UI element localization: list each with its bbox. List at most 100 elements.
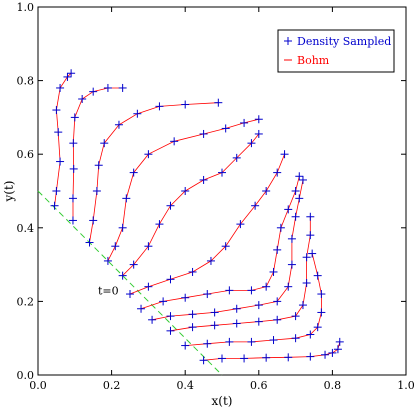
density-sample-point (56, 157, 65, 166)
density-sample-point (236, 220, 245, 229)
x-tick-label: 0.8 (324, 379, 342, 392)
density-sample-point (85, 238, 94, 247)
density-sample-point (166, 201, 175, 210)
x-tick-label: 0.6 (250, 379, 268, 392)
density-sample-point (199, 129, 208, 138)
density-sample-point (214, 98, 223, 107)
x-tick-label: 0.2 (103, 379, 121, 392)
density-sample-point (317, 308, 326, 317)
density-sample-point (159, 297, 168, 306)
bohm-trajectory-1 (54, 72, 72, 206)
density-sample-point (273, 168, 282, 177)
density-sample-point (280, 150, 289, 159)
density-sample-point (199, 356, 208, 365)
density-sample-point (118, 83, 127, 92)
density-sample-point (302, 253, 311, 262)
density-sample-point (92, 187, 101, 195)
legend-label-bohm: Bohm (297, 54, 330, 67)
density-sample-point (251, 201, 260, 210)
density-sample-point (148, 315, 157, 324)
x-axis-label: x(t) (212, 394, 233, 408)
legend-box (277, 29, 395, 73)
density-sample-point (181, 187, 190, 195)
density-sample-point (306, 352, 315, 361)
density-sample-point (225, 337, 234, 346)
density-sample-point (240, 118, 249, 127)
legend-label-density: Density Sampled (297, 35, 391, 48)
density-sample-point (240, 354, 249, 363)
density-sample-point (284, 353, 293, 362)
x-tick-label: 0.0 (29, 379, 47, 392)
density-sample-point (247, 286, 256, 295)
density-sample-point (170, 137, 179, 146)
y-tick-label: 1.0 (17, 1, 35, 14)
y-tick-label: 0.2 (17, 295, 35, 308)
density-sample-point (225, 286, 234, 295)
density-sample-point (273, 315, 282, 324)
density-sample-point (313, 323, 322, 332)
density-sample-point (68, 194, 77, 203)
y-axis-label: y(t) (2, 181, 16, 203)
density-sample-point (221, 124, 230, 133)
density-sample-point (306, 231, 315, 240)
y-tick-label: 0.8 (17, 75, 35, 88)
density-sample-point (203, 290, 212, 299)
density-sample-point (100, 139, 109, 148)
bohm-trajectory-11 (203, 341, 341, 361)
density-sample-point (284, 205, 293, 214)
density-sample-point (155, 102, 164, 111)
density-sample-point (181, 100, 190, 109)
density-sample-point (298, 301, 307, 310)
density-sample-point (298, 175, 307, 184)
density-sample-point (69, 139, 78, 148)
density-sample-point (69, 164, 78, 173)
x-tick-label: 1.0 (397, 379, 415, 392)
density-sample-point (181, 341, 190, 350)
legend-marker-density (284, 37, 292, 45)
density-sample-point (313, 271, 322, 280)
density-sample-point (262, 187, 271, 195)
density-sample-point (254, 129, 263, 138)
density-sample-point (89, 87, 98, 96)
density-sample-point (210, 308, 219, 317)
density-sample-point (210, 321, 219, 330)
density-sample-point (291, 212, 300, 221)
density-sample-point (254, 317, 263, 326)
density-sample-point (333, 345, 342, 354)
density-sample-point (262, 353, 271, 362)
density-sample-point (137, 304, 146, 313)
y-tick-label: 0.4 (17, 222, 35, 235)
density-sample-point (63, 72, 72, 81)
density-sample-point (52, 187, 61, 195)
density-sample-point (232, 304, 241, 313)
initial-condition-line (37, 190, 223, 376)
density-sample-point (328, 348, 337, 357)
density-sample-point (199, 175, 208, 184)
density-sample-point (306, 330, 315, 339)
density-sample-point (144, 242, 153, 251)
density-sample-point (144, 282, 153, 291)
density-sample-point (166, 326, 175, 335)
density-sample-point (188, 267, 197, 276)
density-sample-point (276, 223, 285, 232)
density-sample-point (78, 95, 87, 103)
markers-group (50, 69, 344, 365)
density-sample-point (291, 312, 300, 321)
density-sample-point (67, 69, 76, 78)
annotation-t0: t=0 (98, 284, 119, 297)
density-sample-point (155, 220, 164, 229)
density-sample-point (335, 337, 344, 346)
x-tick-label: 0.4 (176, 379, 194, 392)
density-sample-point (89, 216, 98, 225)
density-sample-point (111, 242, 120, 251)
density-sample-point (218, 168, 226, 177)
density-sample-point (306, 212, 315, 221)
density-sample-point (247, 337, 256, 346)
density-sample-point (295, 194, 304, 203)
density-sample-point (254, 301, 263, 310)
density-sample-point (50, 201, 59, 210)
density-sample-point (103, 256, 112, 265)
bohm-trajectory-3 (89, 102, 219, 243)
density-sample-point (295, 172, 304, 181)
